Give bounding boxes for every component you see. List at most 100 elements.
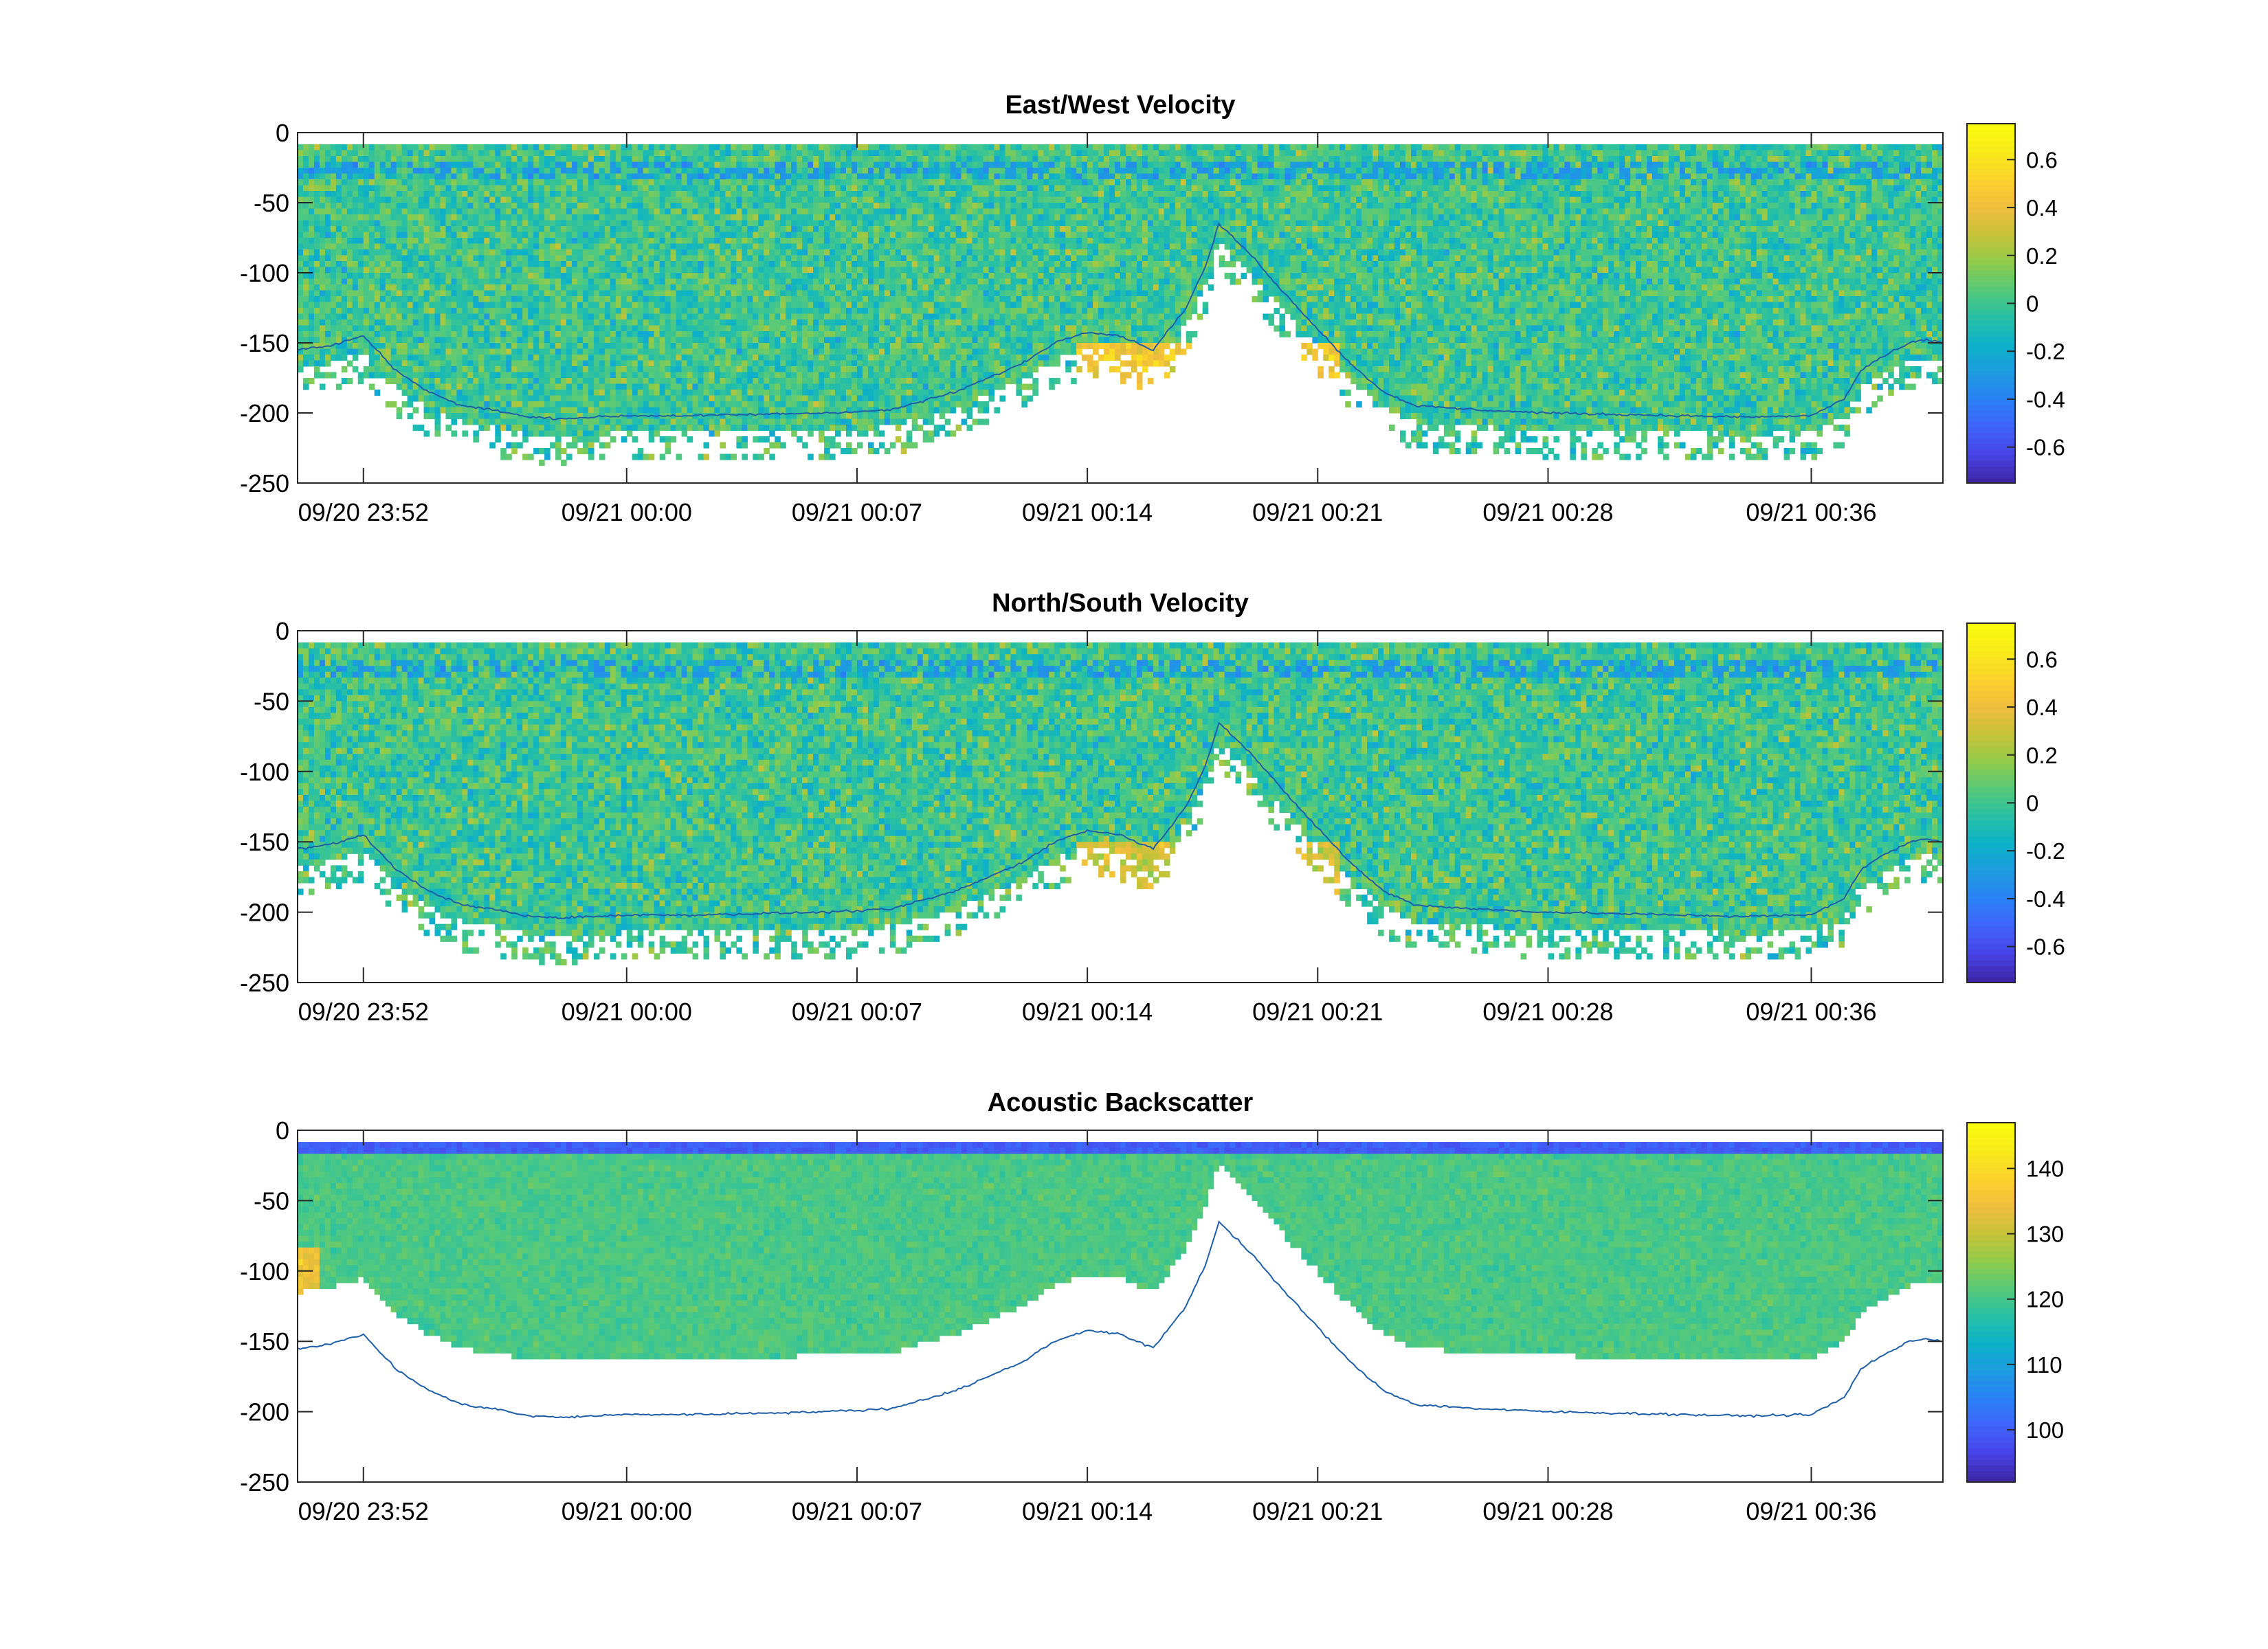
heatmap-cell	[347, 284, 353, 291]
heatmap-cell	[331, 232, 337, 238]
heatmap-cell	[846, 390, 852, 396]
heatmap-cell	[594, 156, 600, 162]
heatmap-cell	[852, 355, 858, 361]
heatmap-cell	[364, 249, 370, 256]
heatmap-cell	[714, 308, 720, 314]
heatmap-cell	[511, 179, 518, 186]
heatmap-cell	[769, 150, 775, 157]
heatmap-cell	[495, 355, 501, 361]
heatmap-cell	[375, 197, 381, 203]
heatmap-cell	[577, 384, 583, 390]
heatmap-cell	[742, 442, 748, 449]
heatmap-cell	[599, 238, 605, 244]
heatmap-cell	[704, 425, 710, 431]
heatmap-cell	[665, 203, 671, 209]
heatmap-cell	[808, 144, 814, 150]
heatmap-cell	[857, 267, 863, 273]
heatmap-cell	[495, 390, 501, 396]
heatmap-cell	[599, 431, 605, 437]
heatmap-cell	[616, 366, 622, 372]
heatmap-cell	[413, 144, 419, 150]
heatmap-cell	[424, 144, 430, 150]
heatmap-cell	[358, 314, 364, 320]
heatmap-cell	[693, 174, 699, 180]
heatmap-cell	[627, 425, 633, 431]
heatmap-cell	[676, 407, 682, 414]
heatmap-cell	[857, 156, 863, 162]
heatmap-cell	[500, 343, 507, 349]
heatmap-cell	[764, 296, 770, 302]
heatmap-cell	[802, 419, 808, 425]
heatmap-cell	[698, 232, 704, 238]
heatmap-cell	[736, 214, 742, 221]
heatmap-cell	[495, 319, 501, 326]
heatmap-cell	[731, 396, 737, 402]
heatmap-cell	[583, 319, 589, 326]
heatmap-cell	[298, 291, 304, 297]
heatmap-cell	[320, 186, 326, 192]
heatmap-cell	[566, 238, 572, 244]
heatmap-cell	[791, 431, 797, 437]
heatmap-cell	[408, 244, 414, 250]
heatmap-cell	[456, 384, 463, 390]
heatmap-cell	[419, 197, 425, 203]
heatmap-cell	[780, 361, 786, 367]
heatmap-cell	[314, 238, 320, 244]
heatmap-cell	[544, 396, 551, 402]
heatmap-cell	[863, 144, 869, 150]
heatmap-cell	[632, 296, 638, 302]
heatmap-cell	[610, 232, 616, 238]
heatmap-cell	[309, 261, 315, 267]
heatmap-cell	[704, 361, 710, 367]
heatmap-cell	[841, 378, 847, 384]
heatmap-cell	[731, 361, 737, 367]
heatmap-cell	[632, 256, 638, 262]
heatmap-cell	[808, 407, 814, 414]
heatmap-cell	[747, 296, 753, 302]
heatmap-cell	[720, 273, 726, 279]
heatmap-cell	[588, 378, 594, 384]
heatmap-cell	[506, 454, 512, 460]
heatmap-cell	[616, 355, 622, 361]
heatmap-cell	[736, 203, 742, 209]
heatmap-cell	[857, 144, 863, 150]
heatmap-cell	[467, 419, 474, 425]
heatmap-cell	[813, 378, 819, 384]
heatmap-cell	[824, 197, 830, 203]
heatmap-cell	[693, 361, 699, 367]
heatmap-cell	[500, 361, 507, 367]
heatmap-cell	[742, 197, 748, 203]
heatmap-cell	[687, 296, 693, 302]
heatmap-cell	[676, 378, 682, 384]
heatmap-cell	[714, 361, 720, 367]
heatmap-cell	[517, 425, 523, 431]
heatmap-cell	[802, 209, 808, 215]
heatmap-cell	[846, 267, 852, 273]
heatmap-cell	[489, 355, 496, 361]
heatmap-cell	[522, 291, 529, 297]
heatmap-cell	[440, 261, 446, 267]
heatmap-cell	[544, 378, 551, 384]
heatmap-cell	[397, 378, 403, 384]
heatmap-cell	[539, 203, 545, 209]
heatmap-cell	[413, 174, 419, 180]
heatmap-cell	[467, 162, 474, 168]
heatmap-cell	[451, 349, 457, 355]
heatmap-cell	[402, 331, 408, 337]
heatmap-cell	[489, 331, 496, 337]
heatmap-cell	[528, 337, 534, 344]
heatmap-cell	[566, 273, 572, 279]
heatmap-cell	[846, 442, 852, 449]
heatmap-cell	[435, 384, 441, 390]
heatmap-cell	[445, 150, 452, 157]
heatmap-cell	[764, 191, 770, 197]
heatmap-cell	[528, 144, 534, 150]
heatmap-cell	[846, 249, 852, 256]
heatmap-cell	[758, 203, 764, 209]
heatmap-cell	[522, 244, 529, 250]
heatmap-cell	[408, 168, 414, 174]
heatmap-cell	[325, 221, 331, 227]
heatmap-cell	[544, 279, 551, 285]
heatmap-cell	[419, 203, 425, 209]
heatmap-cell	[758, 343, 764, 349]
